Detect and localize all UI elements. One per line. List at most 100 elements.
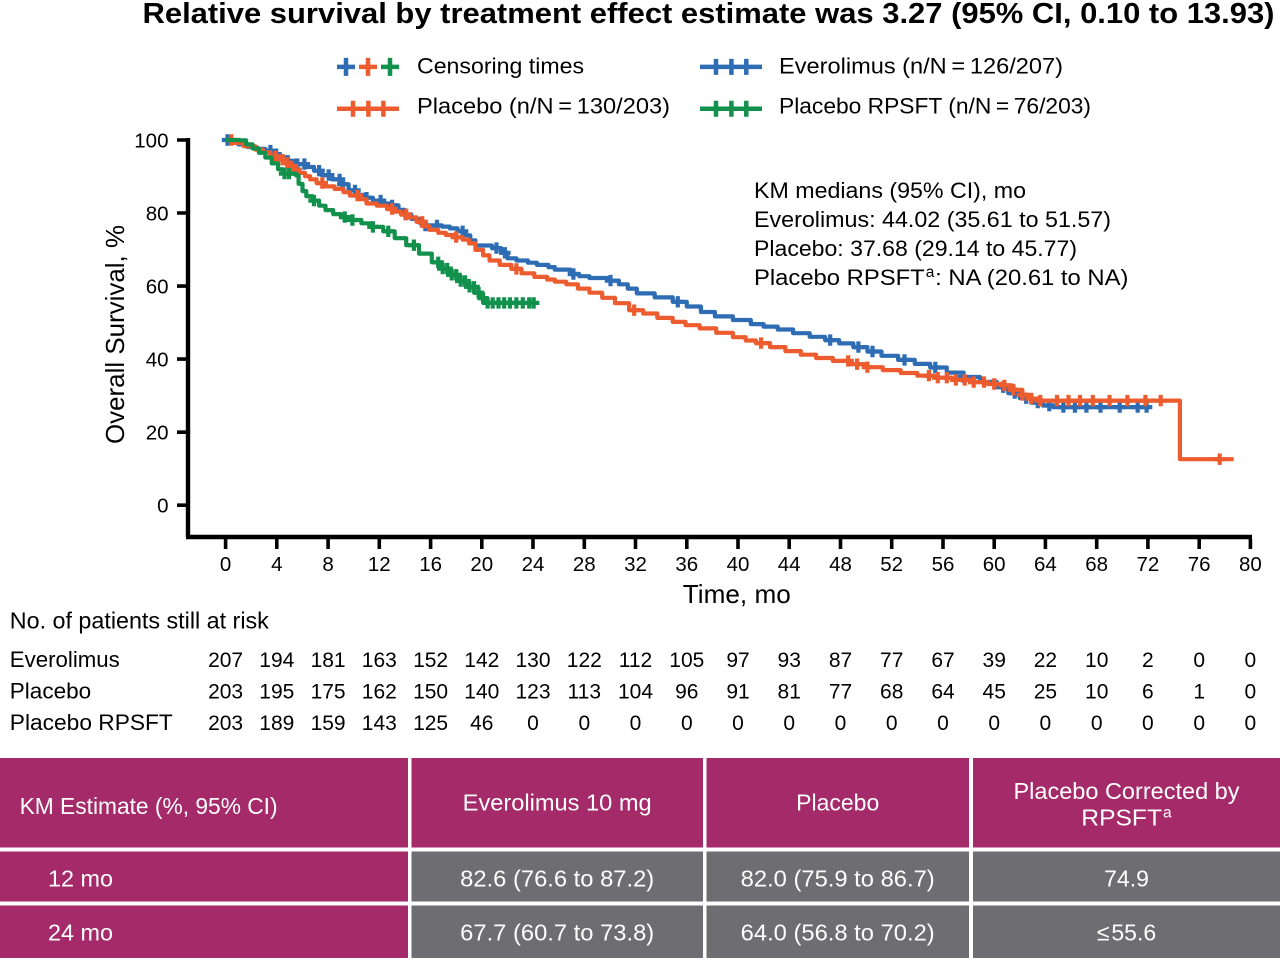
svg-text:163: 163	[362, 649, 397, 672]
svg-text:80: 80	[146, 202, 169, 225]
svg-text:194: 194	[259, 649, 294, 672]
svg-text:64: 64	[1034, 553, 1057, 576]
svg-text:Everolimus: Everolimus	[10, 647, 120, 672]
svg-text:56: 56	[932, 553, 955, 576]
svg-text:28: 28	[573, 553, 596, 576]
svg-text:0: 0	[835, 712, 847, 735]
svg-text:203: 203	[208, 681, 243, 704]
svg-text:0: 0	[1193, 712, 1205, 735]
svg-text:0: 0	[578, 712, 590, 735]
svg-text:≤ 55.6: ≤ 55.6	[1097, 920, 1156, 946]
svg-text:20: 20	[470, 553, 493, 576]
svg-text:72: 72	[1136, 553, 1159, 576]
svg-text:0: 0	[1245, 712, 1257, 735]
svg-text:76: 76	[1188, 553, 1211, 576]
svg-text:32: 32	[624, 553, 647, 576]
svg-text:77: 77	[829, 681, 852, 704]
svg-text:Placebo RPSFT: Placebo RPSFT	[754, 265, 925, 290]
svg-text:140: 140	[464, 681, 499, 704]
svg-text:81: 81	[778, 681, 801, 704]
svg-text:12 mo: 12 mo	[48, 866, 113, 892]
svg-text:96: 96	[675, 681, 698, 704]
svg-text:60: 60	[146, 276, 169, 299]
svg-text:25: 25	[1034, 681, 1057, 704]
svg-text:Relative survival by treatment: Relative survival by treatment effect es…	[143, 0, 1275, 30]
svg-text:Overall Survival, %: Overall Survival, %	[100, 225, 130, 444]
svg-text:91: 91	[726, 681, 749, 704]
svg-text:39: 39	[983, 649, 1006, 672]
svg-text:203: 203	[208, 712, 243, 735]
svg-text:113: 113	[568, 681, 601, 704]
svg-text:52: 52	[880, 553, 903, 576]
svg-text:104: 104	[618, 681, 653, 704]
svg-text:64.0 (56.8 to 70.2): 64.0 (56.8 to 70.2)	[741, 920, 935, 946]
svg-text:82.6 (76.6 to 87.2): 82.6 (76.6 to 87.2)	[460, 866, 654, 892]
svg-text:0: 0	[783, 712, 795, 735]
svg-text:130: 130	[515, 649, 550, 672]
svg-text:0: 0	[1245, 681, 1257, 704]
svg-text:a: a	[926, 264, 935, 281]
svg-text:0: 0	[1245, 649, 1257, 672]
svg-text:46: 46	[470, 712, 493, 735]
svg-text:159: 159	[311, 712, 346, 735]
svg-text:0: 0	[1040, 712, 1052, 735]
svg-text:KM Estimate (%, 95% CI): KM Estimate (%, 95% CI)	[20, 793, 278, 819]
svg-text:6: 6	[1142, 681, 1154, 704]
svg-text:74.9: 74.9	[1104, 866, 1149, 892]
svg-text:82.0 (75.9 to 86.7): 82.0 (75.9 to 86.7)	[741, 866, 935, 892]
svg-text:4: 4	[271, 553, 282, 576]
svg-text:93: 93	[778, 649, 801, 672]
svg-text:64: 64	[931, 681, 955, 704]
svg-text:0: 0	[157, 495, 168, 518]
svg-text:97: 97	[726, 649, 749, 672]
svg-text:189: 189	[259, 712, 294, 735]
svg-text:0: 0	[886, 712, 898, 735]
svg-text:Placebo RPSFT: Placebo RPSFT	[10, 710, 173, 735]
svg-text:0: 0	[988, 712, 1000, 735]
svg-text:Placebo: Placebo	[10, 679, 91, 704]
svg-text:77: 77	[880, 649, 903, 672]
svg-text:87: 87	[829, 649, 852, 672]
svg-text:67: 67	[931, 649, 954, 672]
svg-text:143: 143	[362, 712, 397, 735]
svg-text:100: 100	[134, 129, 168, 152]
svg-text:68: 68	[1085, 553, 1108, 576]
svg-text:10: 10	[1085, 681, 1108, 704]
svg-text:Everolimus 10 mg: Everolimus 10 mg	[463, 790, 652, 816]
svg-text:Placebo: 37.68 (29.14 to 45.77: Placebo: 37.68 (29.14 to 45.77)	[754, 236, 1077, 261]
svg-text:162: 162	[362, 681, 397, 704]
svg-text:0: 0	[220, 553, 231, 576]
svg-text:RPSFT: RPSFT	[1081, 805, 1162, 831]
svg-text:Placebo (n/N = 130/203): Placebo (n/N = 130/203)	[417, 93, 670, 118]
svg-text:40: 40	[146, 349, 169, 372]
svg-text:48: 48	[829, 553, 852, 576]
svg-text:195: 195	[259, 681, 294, 704]
svg-text:0: 0	[1091, 712, 1103, 735]
svg-text:: NA (20.61 to NA): : NA (20.61 to NA)	[935, 265, 1128, 290]
svg-text:0: 0	[937, 712, 949, 735]
svg-text:0: 0	[732, 712, 744, 735]
svg-text:112: 112	[619, 649, 652, 672]
svg-text:0: 0	[630, 712, 642, 735]
svg-text:24: 24	[522, 553, 545, 576]
svg-text:0: 0	[1193, 649, 1205, 672]
svg-text:0: 0	[527, 712, 539, 735]
svg-text:No. of patients still at risk: No. of patients still at risk	[10, 607, 270, 633]
svg-text:150: 150	[413, 681, 448, 704]
svg-text:0: 0	[1142, 712, 1154, 735]
svg-text:Time, mo: Time, mo	[683, 579, 791, 609]
svg-text:36: 36	[675, 553, 698, 576]
svg-text:KM medians (95% CI), mo: KM medians (95% CI), mo	[754, 178, 1026, 203]
svg-text:12: 12	[368, 553, 391, 576]
svg-text:1: 1	[1193, 681, 1205, 704]
svg-text:24 mo: 24 mo	[48, 920, 113, 946]
svg-text:60: 60	[983, 553, 1006, 576]
svg-text:a: a	[1163, 805, 1172, 822]
svg-text:44: 44	[778, 553, 801, 576]
svg-text:67.7 (60.7 to 73.8): 67.7 (60.7 to 73.8)	[460, 920, 654, 946]
svg-text:152: 152	[413, 649, 448, 672]
svg-text:Placebo Corrected by: Placebo Corrected by	[1014, 778, 1240, 804]
svg-text:181: 181	[311, 649, 346, 672]
svg-text:10: 10	[1085, 649, 1108, 672]
svg-text:Placebo RPSFT (n/N = 76/203): Placebo RPSFT (n/N = 76/203)	[779, 93, 1091, 118]
